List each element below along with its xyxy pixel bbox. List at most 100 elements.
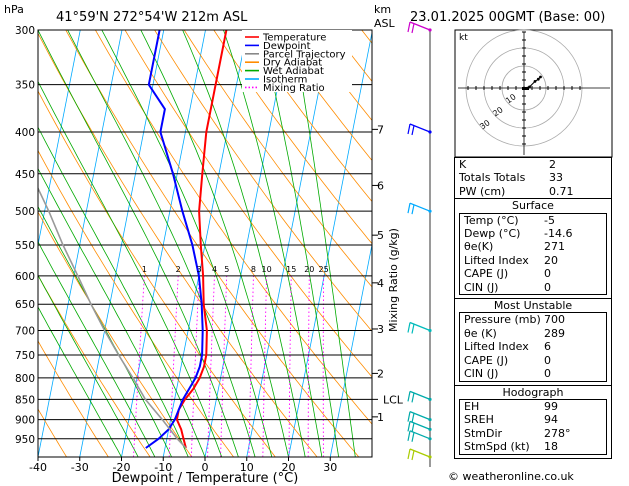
wind-barb-flag xyxy=(407,421,411,432)
wind-barb-shaft xyxy=(409,321,431,332)
hodograph-title: Hodograph xyxy=(502,385,564,399)
most-unstable-value: 700 xyxy=(544,313,565,327)
storm-motion-marker xyxy=(522,87,529,90)
surface-label: CIN (J) xyxy=(464,280,499,294)
wind-barb-flag xyxy=(411,413,415,423)
wind-barb xyxy=(407,448,432,461)
most-unstable-row: CAPE (J) 0 xyxy=(460,354,606,367)
wind-barb-flag xyxy=(407,391,411,402)
wind-barb-dot xyxy=(428,427,432,431)
profile-parcel-trajectory xyxy=(38,186,187,449)
index-row: PW (cm) 0.71 xyxy=(455,185,611,198)
wind-barb xyxy=(407,420,432,433)
wind-barb-flag xyxy=(411,392,415,403)
mixing-ratio-line xyxy=(307,275,310,457)
wind-barb-flag xyxy=(411,125,415,136)
dry-adiabat-line xyxy=(38,408,67,457)
mixing-ratio-line xyxy=(190,275,200,457)
profiles xyxy=(38,30,228,449)
surface-row: CAPE (J) 0 xyxy=(460,267,606,280)
wet-adiabat-line xyxy=(260,30,339,457)
wind-barb-flag xyxy=(407,430,411,441)
legend-label: Parcel Trajectory xyxy=(263,49,346,60)
y-tick-label: 450 xyxy=(15,169,35,181)
wind-barb-flag xyxy=(411,323,415,334)
wind-barb-dot xyxy=(428,209,432,213)
most-unstable-label: θe (K) xyxy=(464,326,497,340)
mixing-ratio-labels: 1 2 3 4 5 8 10 15 20 25 xyxy=(142,265,329,274)
x-tick-label: -10 xyxy=(154,461,172,474)
mixing-ratio-label: 1 xyxy=(142,265,147,274)
profile-temperature xyxy=(175,30,228,449)
surface-title: Surface xyxy=(512,199,554,213)
legend-label: Isotherm xyxy=(263,75,307,86)
y-tick-label: 950 xyxy=(15,434,35,446)
dry-adiabat-line xyxy=(38,340,109,457)
surface-label: Dewp (°C) xyxy=(464,227,521,241)
mixing-ratio-line xyxy=(168,275,179,457)
surface-value: -14.6 xyxy=(544,227,573,241)
surface-value: 20 xyxy=(544,253,558,267)
km-tick-label: 4 xyxy=(377,277,384,290)
surface-value: 0 xyxy=(544,280,551,294)
x-axis-label: Dewpoint / Temperature (°C) xyxy=(112,471,299,486)
wind-barb xyxy=(407,390,432,403)
wet-adiabat-line xyxy=(223,30,323,457)
mixing-ratio-line xyxy=(262,275,268,457)
surface-value: -5 xyxy=(544,213,555,227)
mixing-ratio-label: 20 xyxy=(304,265,314,274)
wind-barb xyxy=(407,202,432,215)
wind-barb xyxy=(407,123,432,136)
wind-barb-shaft xyxy=(409,420,431,430)
mixing-ratio-label: 8 xyxy=(251,265,256,274)
hodograph-value: 278° xyxy=(544,426,571,440)
x-tick-label: -30 xyxy=(71,461,89,474)
indices-box: K 2 Totals Totals 33 PW (cm) 0.71 xyxy=(454,157,612,200)
wind-barb-flag xyxy=(407,203,411,214)
km-tick-label: LCL xyxy=(383,393,404,406)
most-unstable-row: θe (K) 289 xyxy=(460,327,606,340)
hodograph-label: StmSpd (kt) xyxy=(464,440,530,454)
mixing-ratio-label: 2 xyxy=(176,265,181,274)
datetime-title: 23.01.2025 00GMT (Base: 00) xyxy=(410,10,605,25)
hodograph-rows: EH 99 SREH 94 StmDir 278° StmSpd (kt) 18 xyxy=(459,398,607,455)
wind-barb-shaft xyxy=(409,202,431,212)
profile-dewpoint xyxy=(145,30,204,449)
legend-box xyxy=(242,30,352,92)
hodograph-row: EH 99 xyxy=(460,400,606,413)
km-axis: 1 2 3 4 5 6 7 LCL xyxy=(371,30,404,457)
isotherm-line xyxy=(79,30,165,457)
dry-adiabat-line xyxy=(272,30,372,162)
x-tick-label: -40 xyxy=(29,461,47,474)
wind-barb-shaft xyxy=(409,390,431,400)
wind-barb xyxy=(407,430,432,442)
x-tick-label: -20 xyxy=(113,461,131,474)
mixing-ratio-label: 10 xyxy=(262,265,272,274)
wind-barb-flag xyxy=(411,422,415,433)
y-tick-label: 900 xyxy=(15,415,35,427)
hodograph-row: StmSpd (kt) 18 xyxy=(460,440,606,453)
mixing-ratio-line xyxy=(248,275,254,457)
wind-barb-flag xyxy=(407,21,411,33)
y-tick-label: 800 xyxy=(15,373,35,385)
y-tick-label: 300 xyxy=(15,25,35,37)
isobars xyxy=(38,29,372,440)
surface-row: Lifted Index 20 xyxy=(460,254,606,267)
mixing-ratio-line xyxy=(133,275,145,457)
surface-row: θe(K) 271 xyxy=(460,240,606,253)
mixing-ratio-label: 25 xyxy=(319,265,329,274)
surface-label: θe(K) xyxy=(464,240,494,254)
most-unstable-value: 6 xyxy=(544,340,551,354)
wind-barb-dot xyxy=(428,437,432,441)
wind-barb-dot xyxy=(428,397,432,401)
y-tick-label: 650 xyxy=(15,299,35,311)
hodograph-point xyxy=(539,75,542,79)
most-unstable-label: Lifted Index xyxy=(464,340,529,354)
mixing-ratio-line xyxy=(207,275,215,457)
wet-adiabat-line xyxy=(38,306,122,457)
wind-barb-shaft xyxy=(409,123,431,133)
hodograph-row: SREH 94 xyxy=(460,413,606,426)
